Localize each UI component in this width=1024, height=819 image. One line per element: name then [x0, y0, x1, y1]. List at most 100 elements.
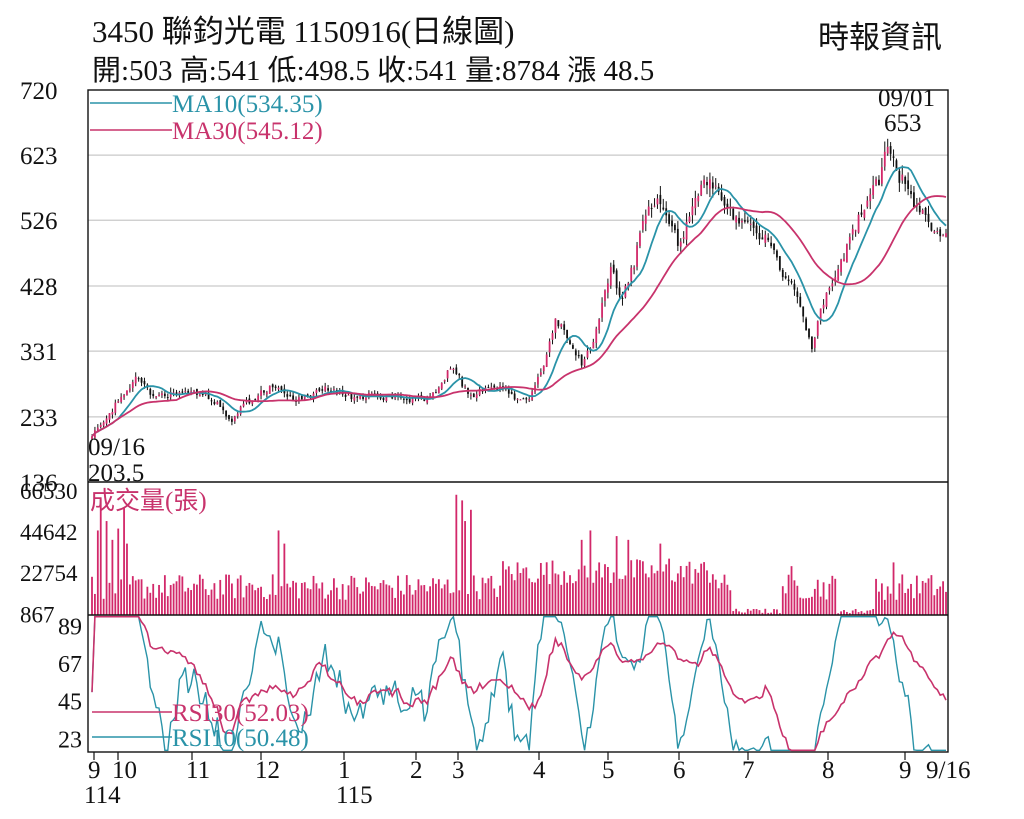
volume-bar	[484, 583, 487, 615]
volume-bar	[166, 596, 169, 615]
candle-body	[694, 198, 697, 209]
candle-body	[490, 386, 493, 388]
candle-body	[496, 388, 499, 390]
candle-body	[228, 415, 230, 420]
candle-body	[583, 358, 586, 366]
volume-bar	[367, 582, 370, 615]
candle-body	[592, 342, 595, 349]
volume-bar	[257, 587, 260, 615]
volume-bar	[385, 584, 388, 615]
volume-bar	[604, 564, 606, 615]
candle-body	[618, 287, 621, 296]
volume-bar	[697, 572, 700, 615]
candle-body	[869, 194, 872, 202]
candle-body	[537, 376, 539, 385]
volume-bar	[338, 599, 341, 615]
candle-body	[385, 395, 388, 401]
volume-bar	[379, 582, 382, 615]
month-label: 8	[822, 757, 835, 784]
volume-bar	[467, 593, 469, 615]
volume-bar	[560, 584, 563, 615]
candle-body	[510, 392, 513, 394]
candle-body	[738, 217, 740, 224]
candle-body	[356, 396, 359, 398]
volume-bar	[883, 599, 886, 615]
price-tick-label: 623	[20, 143, 58, 170]
candle-body	[825, 292, 828, 307]
volume-bar	[746, 608, 749, 615]
candle-body	[676, 228, 679, 246]
candle-body	[472, 393, 475, 398]
candle-body	[184, 391, 187, 393]
candle-body	[723, 197, 726, 206]
volume-bar	[516, 562, 519, 615]
candle-body	[633, 267, 636, 270]
volume-bar	[945, 591, 947, 615]
volume-bar	[778, 613, 781, 615]
candle-body	[644, 215, 647, 224]
candle-body	[711, 182, 714, 189]
volume-bar	[417, 579, 420, 615]
volume-bar	[193, 583, 195, 615]
volume-bar	[939, 586, 942, 615]
volume-bar	[233, 598, 236, 615]
candle-body	[155, 396, 158, 398]
volume-bar	[236, 578, 239, 615]
candle-body	[671, 220, 673, 227]
volume-bar	[531, 582, 534, 615]
candle-body	[863, 209, 866, 218]
candle-body	[883, 151, 886, 167]
candle-body	[781, 269, 784, 278]
candle-body	[574, 350, 577, 356]
candle-body	[257, 395, 260, 401]
volume-bar	[819, 596, 822, 615]
volume-bar	[639, 560, 641, 615]
volume-bar	[545, 562, 548, 615]
volume-bar	[542, 574, 545, 615]
volume-bar	[650, 565, 653, 615]
volume-bar	[169, 585, 172, 615]
candle-body	[213, 401, 216, 405]
volume-bar	[446, 579, 449, 615]
candle-body	[889, 146, 892, 154]
candle-body	[507, 388, 510, 394]
volume-legend-label: 成交量(張)	[90, 487, 207, 515]
volume-bar	[402, 594, 405, 615]
volume-bar	[493, 588, 496, 615]
candle-body	[306, 394, 309, 396]
volume-bar	[298, 598, 300, 615]
candle-body	[615, 270, 618, 289]
volume-bar	[723, 574, 726, 615]
volume-bar	[790, 566, 793, 615]
volume-bar	[271, 574, 274, 615]
candle-body	[280, 386, 283, 391]
candle-body	[166, 397, 169, 399]
volume-bar	[510, 574, 513, 615]
candle-body	[143, 380, 146, 385]
candle-body	[566, 329, 568, 339]
candle-body	[274, 386, 277, 388]
volume-bar	[566, 582, 568, 615]
volume-bar	[321, 582, 324, 615]
candle-body	[286, 394, 289, 397]
candle-body	[639, 232, 641, 246]
volume-bar	[435, 583, 437, 615]
volume-bar	[219, 579, 222, 615]
candle-body	[802, 306, 805, 317]
candle-body	[688, 216, 691, 223]
volume-bar	[464, 521, 466, 615]
candle-body	[749, 223, 752, 225]
volume-bar	[589, 530, 592, 615]
volume-bar	[601, 577, 603, 615]
volume-bar	[373, 586, 376, 615]
volume-bar	[213, 583, 216, 615]
candle-body	[455, 367, 458, 374]
candle-body	[790, 281, 793, 283]
volume-bar	[382, 580, 385, 615]
candle-body	[767, 237, 770, 241]
candle-body	[370, 393, 373, 395]
volume-bar	[706, 570, 708, 615]
candle-body	[714, 185, 717, 187]
volume-bar	[394, 597, 397, 615]
candle-body	[834, 277, 837, 282]
